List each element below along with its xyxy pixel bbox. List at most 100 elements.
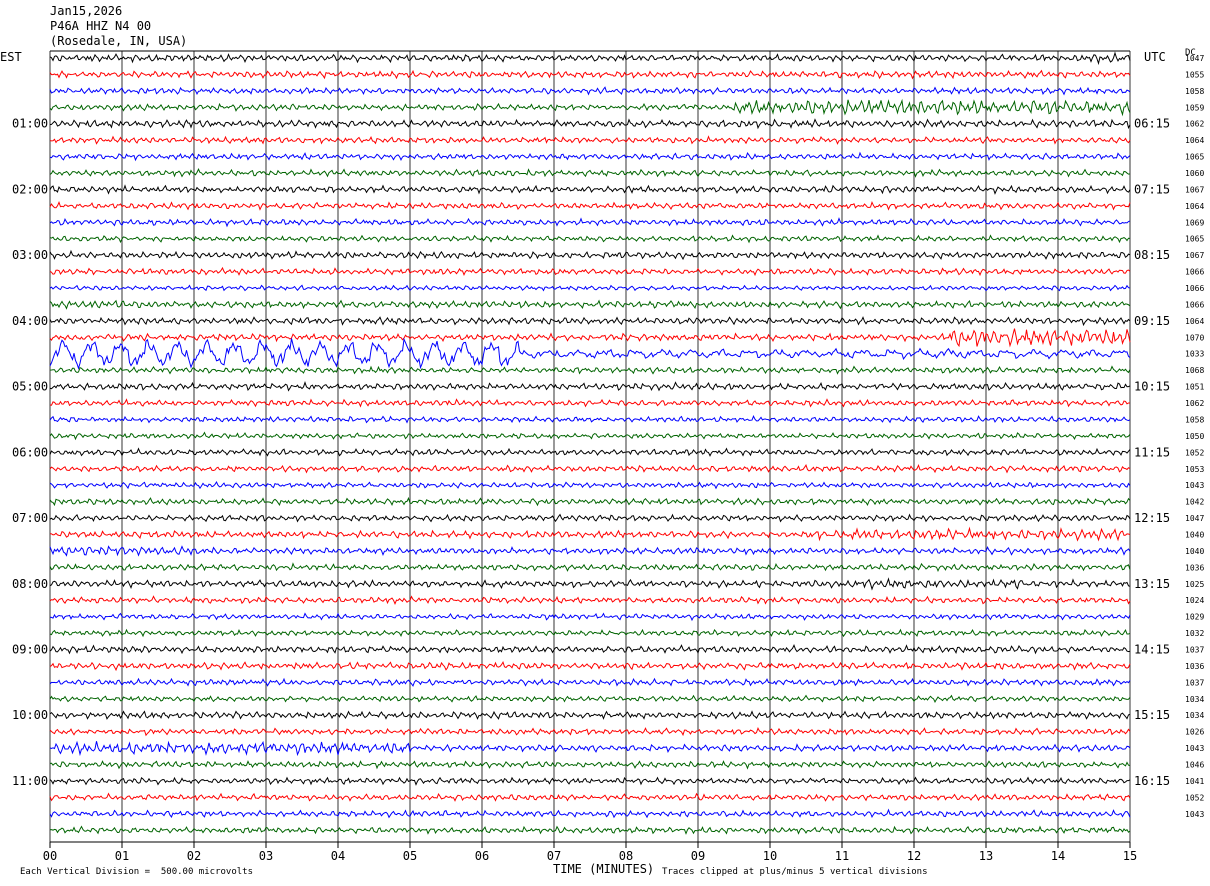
trace-24 xyxy=(49,447,1131,457)
trace-38 xyxy=(49,677,1131,687)
left-time-label: 04:00 xyxy=(12,314,48,328)
dc-offset-label: 1065 xyxy=(1185,153,1204,162)
dc-offset-labels: 1047 1055 1058 1059 1062 1064 1065 1060 1067 1064… xyxy=(1185,54,1204,819)
x-tick-label-15: 15 xyxy=(1123,849,1137,863)
x-tick-label-04: 04 xyxy=(331,849,345,863)
trace-12 xyxy=(49,249,1131,261)
dc-offset-label: 1029 xyxy=(1185,613,1204,622)
dc-offset-label: 1067 xyxy=(1185,185,1204,194)
x-tick-label-08: 08 xyxy=(619,849,633,863)
dc-offset-label: 1036 xyxy=(1185,662,1204,671)
right-time-label: 16:15 xyxy=(1134,774,1170,788)
trace-37 xyxy=(49,660,1131,672)
trace-29 xyxy=(49,526,1131,542)
x-tick-label-07: 07 xyxy=(547,849,561,863)
trace-8 xyxy=(49,184,1131,195)
trace-7 xyxy=(49,168,1131,178)
dc-column-header: DC xyxy=(1185,48,1196,58)
left-time-label: 06:00 xyxy=(12,445,48,459)
left-time-label: 11:00 xyxy=(12,774,48,788)
left-time-label: 10:00 xyxy=(12,708,48,722)
trace-45 xyxy=(49,792,1131,802)
trace-46 xyxy=(49,808,1131,819)
trace-39 xyxy=(49,694,1131,703)
x-tick-label-05: 05 xyxy=(403,849,417,863)
dc-offset-label: 1064 xyxy=(1185,317,1204,326)
trace-26 xyxy=(49,481,1131,490)
trace-44 xyxy=(49,776,1131,786)
trace-9 xyxy=(49,200,1131,211)
x-tick-label-09: 09 xyxy=(691,849,705,863)
dc-offset-label: 1042 xyxy=(1185,498,1204,507)
trace-11 xyxy=(49,234,1131,244)
dc-offset-label: 1051 xyxy=(1185,383,1204,392)
dc-offset-label: 1047 xyxy=(1185,514,1204,523)
right-time-label: 11:15 xyxy=(1134,445,1170,459)
left-time-label: 03:00 xyxy=(12,248,48,262)
x-tick-label-11: 11 xyxy=(835,849,849,863)
left-time-label: 07:00 xyxy=(12,511,48,525)
trace-0 xyxy=(49,51,1131,66)
x-tick-label-12: 12 xyxy=(907,849,921,863)
dc-offset-label: 1055 xyxy=(1185,70,1204,79)
clip-note: Traces clipped at plus/minus 5 vertical … xyxy=(662,867,928,877)
trace-28 xyxy=(49,513,1131,523)
dc-offset-label: 1058 xyxy=(1185,415,1204,424)
dc-offset-label: 1067 xyxy=(1185,251,1204,260)
dc-offset-label: 1034 xyxy=(1185,695,1204,704)
dc-offset-label: 1046 xyxy=(1185,760,1204,769)
trace-40 xyxy=(49,710,1131,720)
scale-note: Each Vertical Division = 500.00 microvol… xyxy=(20,867,253,877)
dc-offset-label: 1024 xyxy=(1185,596,1204,605)
trace-34 xyxy=(49,612,1131,622)
trace-20 xyxy=(49,381,1131,392)
time-labels: 01:00 02:00 03:00 04:00 05:00 06:00 07:00 08:00… xyxy=(12,117,1170,788)
header-station: P46A HHZ N4 00 xyxy=(50,19,152,33)
trace-31 xyxy=(49,562,1131,573)
trace-1 xyxy=(49,69,1131,80)
dc-offset-label: 1070 xyxy=(1185,333,1204,342)
dc-offset-label: 1041 xyxy=(1185,777,1204,786)
x-axis-label: TIME (MINUTES) xyxy=(553,862,655,876)
right-time-label: 06:15 xyxy=(1134,117,1170,131)
dc-offset-label: 1064 xyxy=(1185,136,1204,145)
dc-offset-label: 1066 xyxy=(1185,300,1204,309)
dc-offset-label: 1050 xyxy=(1185,432,1204,441)
trace-25 xyxy=(49,463,1131,474)
dc-offset-label: 1065 xyxy=(1185,235,1204,244)
dc-offset-label: 1062 xyxy=(1185,399,1204,408)
dc-offset-label: 1059 xyxy=(1185,103,1204,112)
dc-offset-label: 1036 xyxy=(1185,563,1204,572)
x-tick-label-03: 03 xyxy=(259,849,273,863)
x-tick-label-14: 14 xyxy=(1051,849,1065,863)
header-date: Jan15,2026 xyxy=(50,4,123,18)
trace-27 xyxy=(49,496,1131,507)
trace-43 xyxy=(49,760,1131,770)
left-time-label: 01:00 xyxy=(12,117,48,131)
trace-21 xyxy=(49,398,1131,408)
x-tick-label-02: 02 xyxy=(187,849,201,863)
x-tick-label-00: 00 xyxy=(43,849,57,863)
trace-42 xyxy=(49,740,1131,757)
dc-offset-label: 1058 xyxy=(1185,87,1204,96)
dc-offset-label: 1047 xyxy=(1185,54,1204,63)
dc-offset-label: 1060 xyxy=(1185,169,1204,178)
dc-offset-label: 1053 xyxy=(1185,465,1204,474)
trace-10 xyxy=(49,217,1131,228)
left-time-label: 05:00 xyxy=(12,380,48,394)
dc-offset-label: 1066 xyxy=(1185,284,1204,293)
dc-offset-label: 1037 xyxy=(1185,678,1204,687)
left-time-label: 02:00 xyxy=(12,182,48,196)
right-time-label: 12:15 xyxy=(1134,511,1170,525)
trace-33 xyxy=(49,595,1131,605)
x-tick-label-01: 01 xyxy=(115,849,129,863)
trace-17 xyxy=(49,328,1131,348)
dc-offset-label: 1052 xyxy=(1185,793,1204,802)
trace-41 xyxy=(49,727,1131,737)
left-timezone-label: EST xyxy=(0,50,22,64)
trace-5 xyxy=(49,135,1131,145)
header-location: (Rosedale, IN, USA) xyxy=(50,34,188,48)
x-axis-ticks: 00 01 02 03 04 05 06 07 08 09 10 11 12 13 14 15 xyxy=(43,842,1137,863)
trace-14 xyxy=(49,284,1131,292)
